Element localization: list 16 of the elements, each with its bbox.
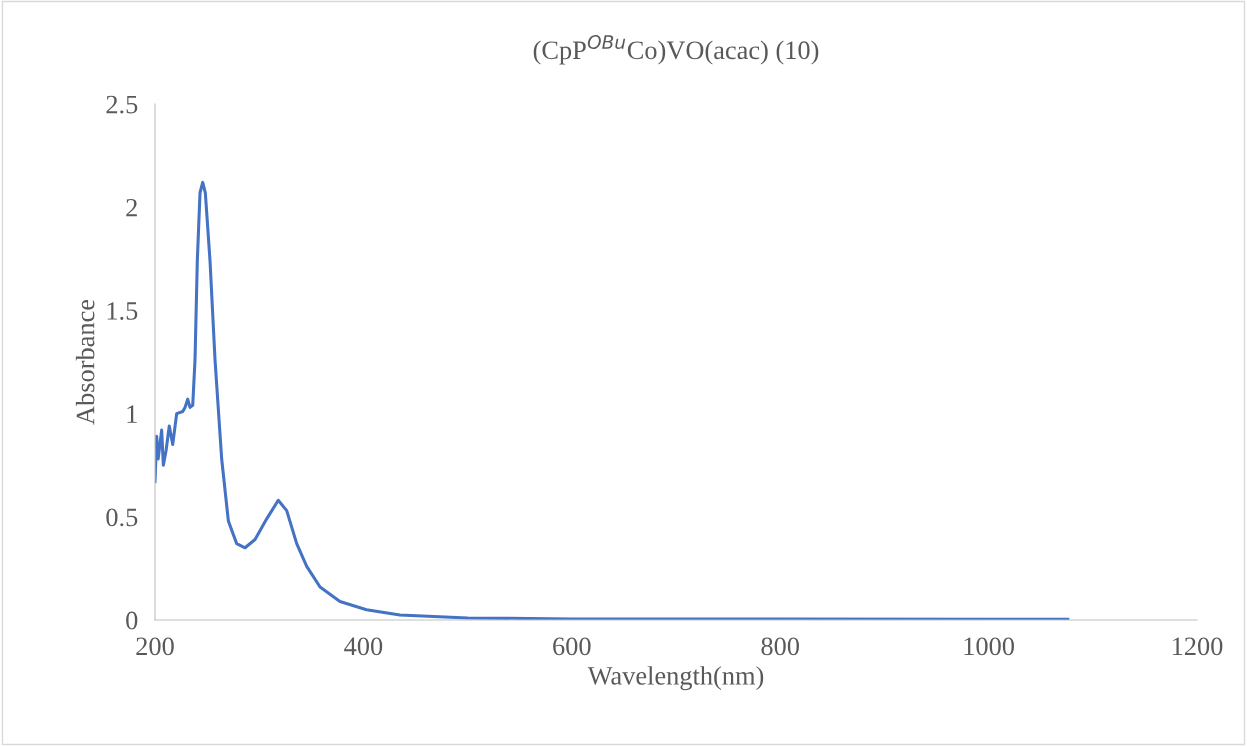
x-tick-label: 400: [344, 637, 383, 656]
x-tick-label: 1200: [1172, 637, 1223, 656]
x-tick-label: 1000: [964, 637, 1014, 656]
y-tick-label: 1.5: [107, 302, 138, 320]
chart-title: (CpP$^{OBu}$Co)VO(acac) (10): [533, 35, 819, 65]
y-tick-label: 0.5: [106, 508, 138, 527]
y-tick-label: 2: [126, 198, 137, 217]
y-tick-label: 0: [126, 611, 138, 630]
y-tick-label: 2.5: [106, 95, 138, 114]
x-tick-label: 600: [553, 637, 591, 656]
x-tick-label: 800: [761, 637, 799, 656]
y-tick-label: 1: [127, 405, 137, 423]
y-axis-title: Absorbance: [75, 299, 95, 425]
line-series: [155, 180, 1070, 620]
x-tick-label: 200: [136, 637, 174, 656]
x-axis-title: Wavelength(nm): [587, 666, 764, 691]
